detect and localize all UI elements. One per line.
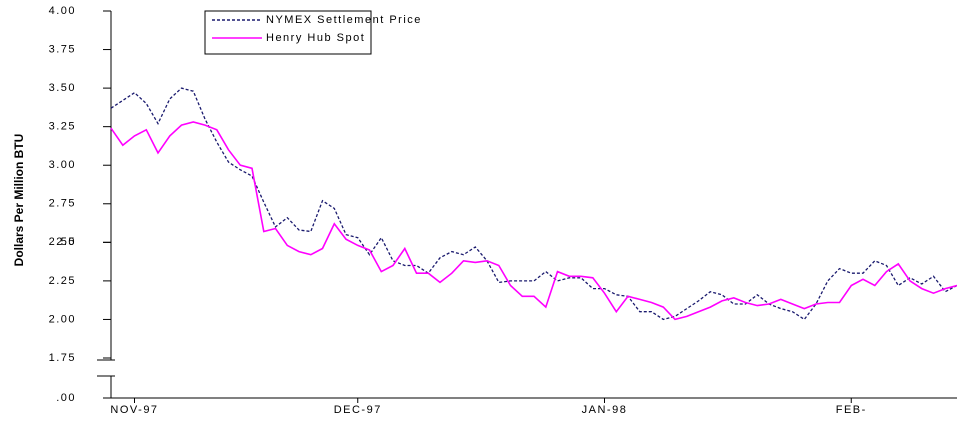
y-axis-title: Dollars Per Million BTU [12, 134, 26, 267]
legend-box [204, 10, 372, 55]
y-tick-label: 1.75 [49, 352, 76, 364]
x-tick-label: FEB- [836, 404, 867, 416]
y-tick-label: 2.00 [49, 313, 76, 325]
y-tick-label: 2.25 [49, 275, 76, 287]
y-tick-label: 3.00 [49, 159, 76, 171]
legend-label: Henry Hub Spot [266, 32, 365, 44]
x-tick-label: NOV-97 [110, 404, 158, 416]
y-tick-label: 2.75 [49, 198, 76, 210]
series-line [110, 87, 957, 321]
y-tick-label: 2.50 [49, 236, 76, 248]
series-line [110, 121, 957, 321]
legend-label: NYMEX Settlement Price [266, 14, 422, 26]
x-tick-label: JAN-98 [582, 404, 628, 416]
y-tick-label: 4.00 [49, 5, 76, 17]
y-tick-label: 2.5 [56, 236, 76, 248]
x-tick-label: DEC-97 [334, 404, 382, 416]
y-tick-label: 3.75 [49, 43, 76, 55]
y-tick-label: 3.25 [49, 121, 76, 133]
y-tick-label: 3.50 [49, 82, 76, 94]
y-tick-label: .00 [56, 392, 76, 404]
